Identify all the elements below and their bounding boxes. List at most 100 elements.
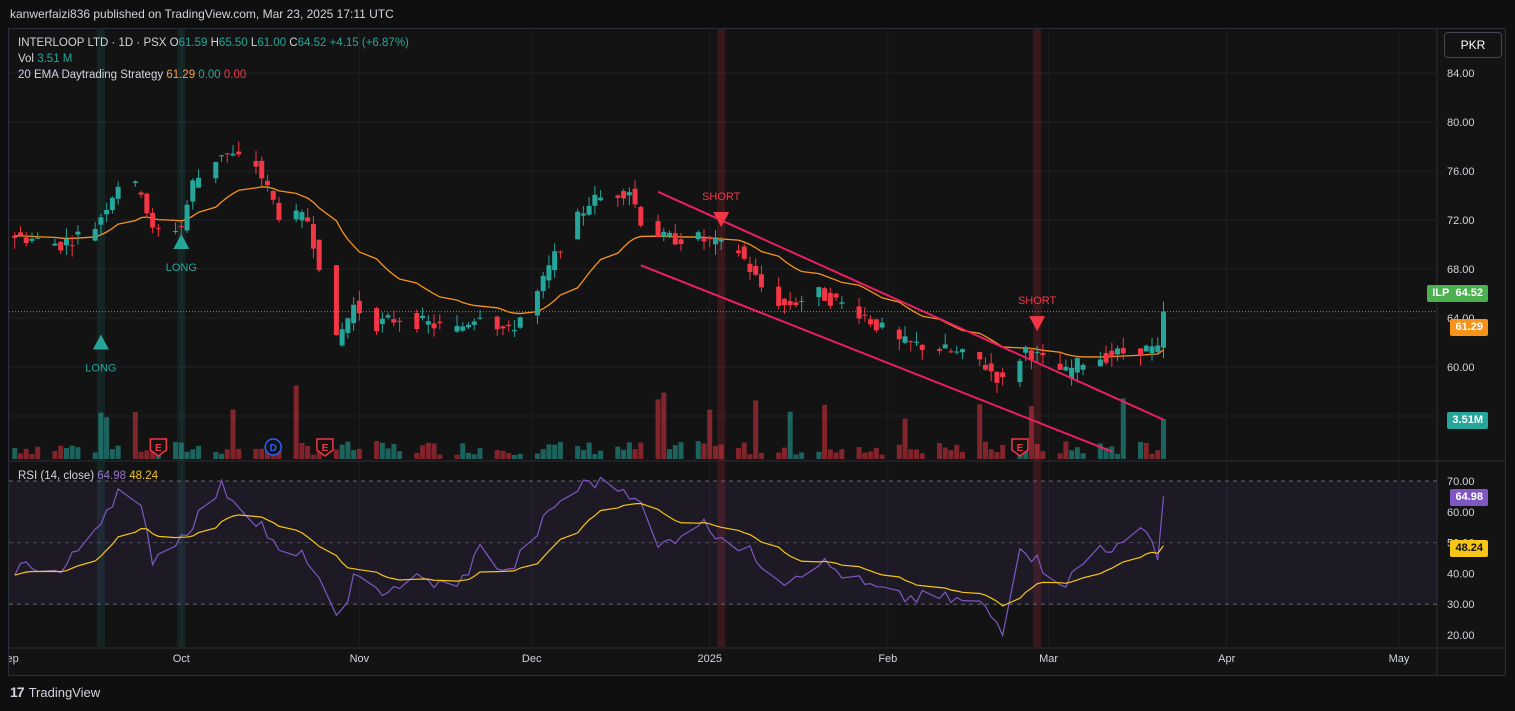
earnings-event-icon <box>149 438 168 457</box>
candle-body <box>431 323 437 329</box>
time-axis-tick: Nov <box>350 653 370 665</box>
volume-bar <box>397 451 403 459</box>
volume-bar <box>793 454 799 459</box>
candle <box>936 346 942 355</box>
volume-bar <box>586 442 592 459</box>
long-signal-label: LONG <box>85 363 116 375</box>
candle <box>305 208 311 223</box>
candle <box>351 297 357 331</box>
candle <box>1155 337 1161 355</box>
candle <box>672 224 678 246</box>
rsi-label[interactable]: RSI (14, close) <box>18 470 95 482</box>
volume-bar <box>178 442 184 459</box>
candle-body <box>747 263 753 272</box>
candle-body <box>1028 350 1034 360</box>
volume-bar <box>707 409 713 459</box>
candle <box>793 297 799 308</box>
volume-bar <box>908 449 914 459</box>
volume-bar <box>914 449 920 459</box>
volume-bar <box>827 449 833 459</box>
ohlc-low: 61.00 <box>257 37 287 49</box>
volume-bar <box>718 444 724 459</box>
candle-body <box>259 160 265 179</box>
volume-bar <box>339 444 345 459</box>
candle <box>109 196 115 214</box>
candle-body <box>707 236 713 240</box>
candle-body <box>219 155 225 157</box>
candle-body <box>1103 352 1109 363</box>
volume-label[interactable]: Vol <box>18 53 34 65</box>
candle <box>816 286 822 307</box>
time-axis-tick: Feb <box>878 653 897 665</box>
candle-body <box>1017 360 1023 383</box>
chart-frame[interactable]: 56.0060.0064.0068.0072.0076.0080.0084.00… <box>8 28 1506 676</box>
volume-bar <box>678 442 684 459</box>
ohlc-close: 64.52 <box>297 37 327 49</box>
volume-bar <box>638 442 644 459</box>
candle-body <box>827 292 833 306</box>
candle <box>1034 345 1040 364</box>
volume-bar <box>632 449 638 459</box>
candle-body <box>224 153 230 155</box>
candle <box>23 231 29 247</box>
candle <box>615 194 621 207</box>
short-signal-arrow-icon <box>713 212 730 227</box>
signal-highlight <box>717 462 726 647</box>
candle <box>397 317 403 332</box>
candle <box>219 154 225 162</box>
candle-body <box>1034 352 1040 354</box>
candle <box>1161 301 1167 359</box>
footer-brand[interactable]: 17 TradingView <box>10 684 100 700</box>
candle-body <box>1143 345 1149 352</box>
volume-bar <box>35 446 41 459</box>
volume-bar <box>356 448 362 459</box>
volume-bar <box>1103 447 1109 459</box>
symbol-name[interactable]: INTERLOOP LTD · 1D · PSX <box>18 37 167 49</box>
price-chart[interactable]: 56.0060.0064.0068.0072.0076.0080.0084.00… <box>9 29 1505 675</box>
volume-bar <box>511 454 517 459</box>
volume-bar <box>1155 450 1161 459</box>
long-signal-arrow-icon <box>92 334 109 350</box>
candle-body <box>98 217 104 225</box>
candle <box>517 316 523 330</box>
candle-body <box>1138 348 1144 356</box>
volume-bar <box>977 404 983 459</box>
candle-body <box>374 308 380 332</box>
volume-bar <box>454 454 460 459</box>
candle-body <box>718 239 724 242</box>
candle-body <box>988 363 994 372</box>
strategy-label[interactable]: 20 EMA Daytrading Strategy <box>18 69 164 81</box>
published-header: kanwerfaizi836 published on TradingView.… <box>10 7 394 21</box>
currency-button[interactable]: PKR <box>1444 32 1502 58</box>
volume-badge: 3.51M <box>1447 412 1488 429</box>
candle-body <box>902 336 908 343</box>
volume-bar <box>833 452 839 459</box>
candle-body <box>494 316 500 330</box>
candle <box>29 232 35 244</box>
candle <box>310 215 316 259</box>
volume-bar <box>994 452 1000 459</box>
volume-bar <box>896 444 902 459</box>
candle <box>822 286 828 302</box>
price-change: +4.15 (+6.87%) <box>329 37 409 49</box>
candle <box>293 203 299 223</box>
candle <box>339 322 345 347</box>
strategy-value-1: 61.29 <box>166 69 196 81</box>
volume-bar <box>1069 450 1075 459</box>
candle <box>69 235 75 257</box>
volume-bar <box>253 448 259 459</box>
candle <box>385 312 391 320</box>
ticker-label: ILP <box>1432 287 1450 299</box>
volume-bar <box>1149 453 1155 459</box>
candle-body <box>471 321 477 325</box>
candle <box>75 225 81 245</box>
candle <box>437 314 443 330</box>
candle-body <box>75 231 81 235</box>
volume-bar <box>982 441 988 459</box>
volume-bar <box>104 417 110 459</box>
volume-bar <box>661 392 667 459</box>
rsi-axis-tick: 40.00 <box>1447 568 1475 580</box>
candle <box>982 357 988 371</box>
candle-body <box>299 212 305 221</box>
volume-bar <box>1120 398 1126 459</box>
